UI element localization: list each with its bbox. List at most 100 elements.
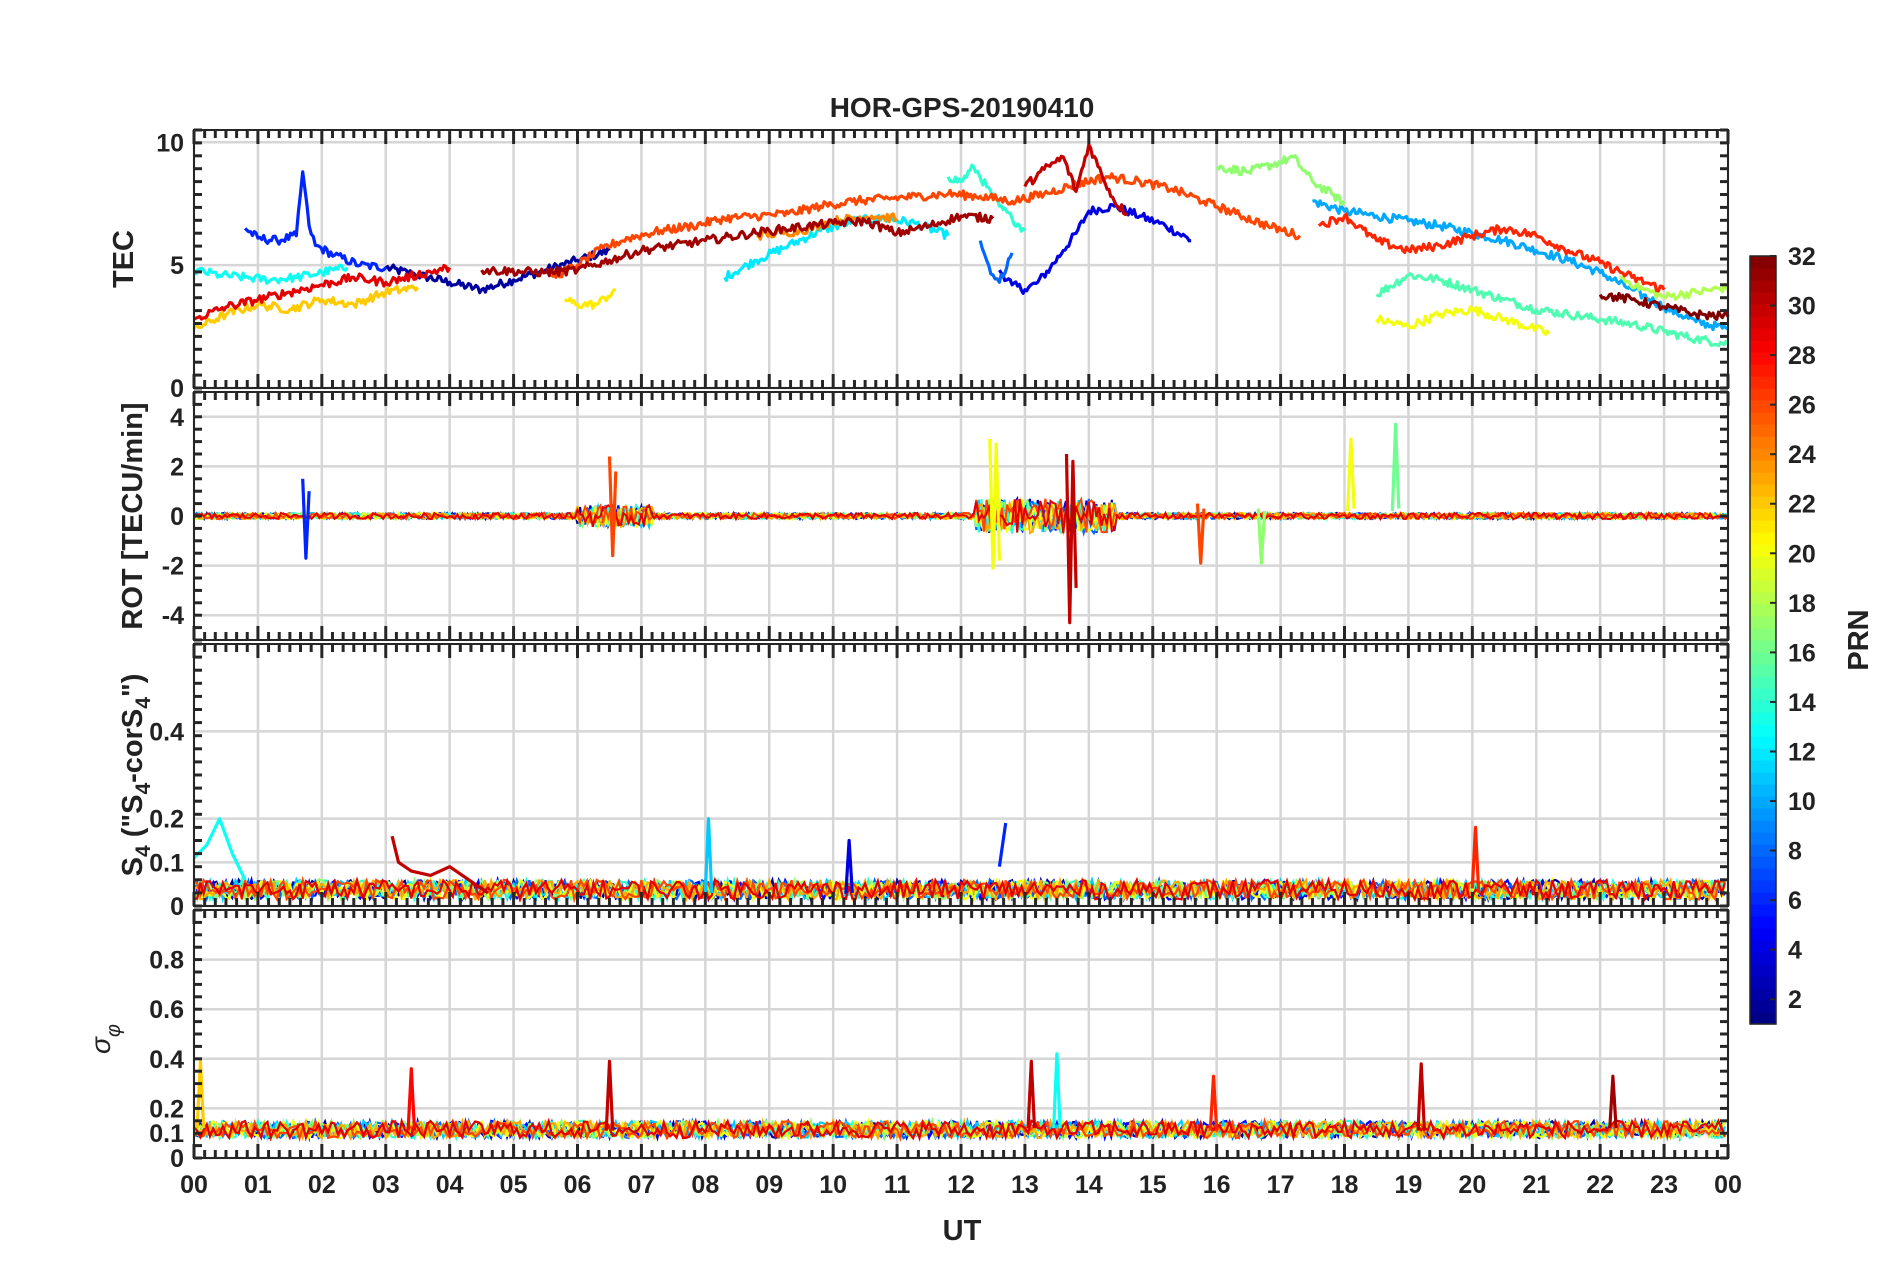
colorbar-segment — [1750, 580, 1776, 593]
series-line-prn-26 — [1195, 503, 1206, 565]
y-axis-label: TEC — [108, 230, 140, 288]
y-tick-label: 10 — [156, 129, 184, 157]
y-tick-label: 0.4 — [149, 718, 184, 746]
y-tick-label: 4 — [170, 404, 184, 432]
axis-ticks — [192, 128, 1730, 390]
noise-traces — [192, 1116, 1726, 1143]
colorbar-segment — [1750, 460, 1776, 473]
x-axis-label: UT — [943, 1215, 982, 1247]
colorbar-tick-label: 14 — [1788, 689, 1816, 717]
series-line-prn-13 — [192, 817, 247, 881]
colorbar-segment — [1750, 268, 1776, 281]
series-line-prn-26 — [550, 172, 1302, 279]
colorbar-segment — [1750, 352, 1776, 365]
colorbar-label: PRN — [1843, 609, 1875, 670]
colorbar-segment — [1750, 988, 1776, 1001]
colorbar-segment — [1750, 556, 1776, 569]
series-line-prn-27 — [1317, 212, 1666, 293]
series-group — [192, 817, 1481, 895]
y-tick-label: 0.1 — [149, 1120, 184, 1148]
series-line-prn-17 — [1256, 508, 1267, 565]
y-axis-label: ROT [TECU/min] — [117, 402, 149, 629]
colorbar-segment — [1750, 856, 1776, 869]
colorbar-segment — [1750, 328, 1776, 341]
colorbar-segment — [1750, 640, 1776, 653]
series-line-prn-29 — [193, 263, 452, 321]
y-axis-label-part: 4 — [132, 783, 155, 795]
colorbar-segment — [1750, 748, 1776, 761]
y-tick-label: 0.4 — [149, 1046, 184, 1074]
colorbar-segment — [1750, 532, 1776, 545]
x-tick-label: 18 — [1331, 1171, 1359, 1199]
y-axis-label-part: S — [117, 857, 149, 876]
colorbar-segment — [1750, 820, 1776, 833]
y-tick-label: 0.6 — [149, 996, 184, 1024]
series-line-prn-31 — [1608, 1074, 1618, 1129]
series-line-prn-18 — [1619, 275, 1729, 301]
series-line-prn-11 — [703, 817, 714, 893]
series-line-prn-21 — [563, 288, 616, 310]
colorbar-segment — [1750, 724, 1776, 737]
series-line-prn-6 — [301, 478, 311, 560]
series-line-prn-2 — [385, 246, 611, 295]
colorbar-segment — [1750, 796, 1776, 809]
colorbar-segment — [1750, 760, 1776, 773]
colorbar-segment — [1750, 316, 1776, 329]
series-line-prn-20 — [988, 439, 1001, 570]
colorbar-segment — [1750, 436, 1776, 449]
colorbar-segment — [1750, 904, 1776, 917]
colorbar-segment — [1750, 712, 1776, 725]
colorbar-segment — [1750, 964, 1776, 977]
colorbar-tick-label: 18 — [1788, 590, 1816, 618]
colorbar-segment — [1750, 508, 1776, 521]
y-tick-label: 2 — [170, 453, 184, 481]
colorbar-segment — [1750, 976, 1776, 989]
colorbar-segment — [1750, 592, 1776, 605]
series-line-prn-22 — [192, 284, 420, 330]
y-tick-label: -4 — [162, 602, 184, 630]
colorbar-segment — [1750, 340, 1776, 353]
series-line-prn-30 — [1416, 1062, 1426, 1131]
series-line-prn-12 — [723, 213, 950, 282]
noise-traces — [192, 875, 1726, 904]
y-axis-label: S4 ("S4-corS4") — [117, 674, 155, 877]
colorbar-segment — [1750, 412, 1776, 425]
colorbar-segment — [1750, 700, 1776, 713]
colorbar-segment — [1750, 484, 1776, 497]
series-group — [301, 422, 1401, 625]
colorbar-segment — [1750, 736, 1776, 749]
series-line-prn-28 — [406, 1067, 417, 1131]
colorbar-segment — [1750, 304, 1776, 317]
series-line-prn-6 — [243, 170, 387, 273]
y-tick-label: 0 — [170, 375, 184, 403]
figure-title: HOR-GPS-20190410 — [830, 92, 1095, 123]
series-line-prn-27 — [1470, 825, 1481, 893]
y-tick-label: 0.1 — [149, 849, 184, 877]
y-axis-label-part: ") — [117, 674, 149, 697]
y-tick-label: 0 — [170, 503, 184, 531]
colorbar-segment — [1750, 424, 1776, 437]
axis-ticks — [192, 908, 1730, 1160]
colorbar-segment — [1750, 1000, 1776, 1013]
axis-ticks — [192, 642, 1730, 908]
colorbar-tick-label: 28 — [1788, 342, 1816, 370]
series-line-prn-30 — [604, 1059, 615, 1131]
x-tick-label: 02 — [308, 1171, 336, 1199]
x-tick-label: 21 — [1522, 1171, 1550, 1199]
colorbar-segment — [1750, 940, 1776, 953]
panel-rot: -4 -2 0 2 4 ROT [TECU/min] — [117, 390, 1730, 642]
colorbar-segment — [1750, 868, 1776, 881]
colorbar-segment — [1750, 400, 1776, 413]
y-axis-label-part: -corS — [117, 709, 149, 783]
series-line-prn-17 — [1215, 154, 1346, 206]
colorbar-segment — [1750, 604, 1776, 617]
y-axis-label-part: 4 — [132, 845, 155, 857]
colorbar-segment — [1750, 928, 1776, 941]
series-line-prn-8 — [978, 240, 1014, 284]
colorbar-segment — [1750, 256, 1776, 269]
series-line-prn-16 — [1390, 422, 1401, 512]
series-line-prn-13 — [192, 263, 349, 285]
colorbar-tick-label: 30 — [1788, 293, 1816, 321]
x-tick-label: 00 — [180, 1171, 208, 1199]
